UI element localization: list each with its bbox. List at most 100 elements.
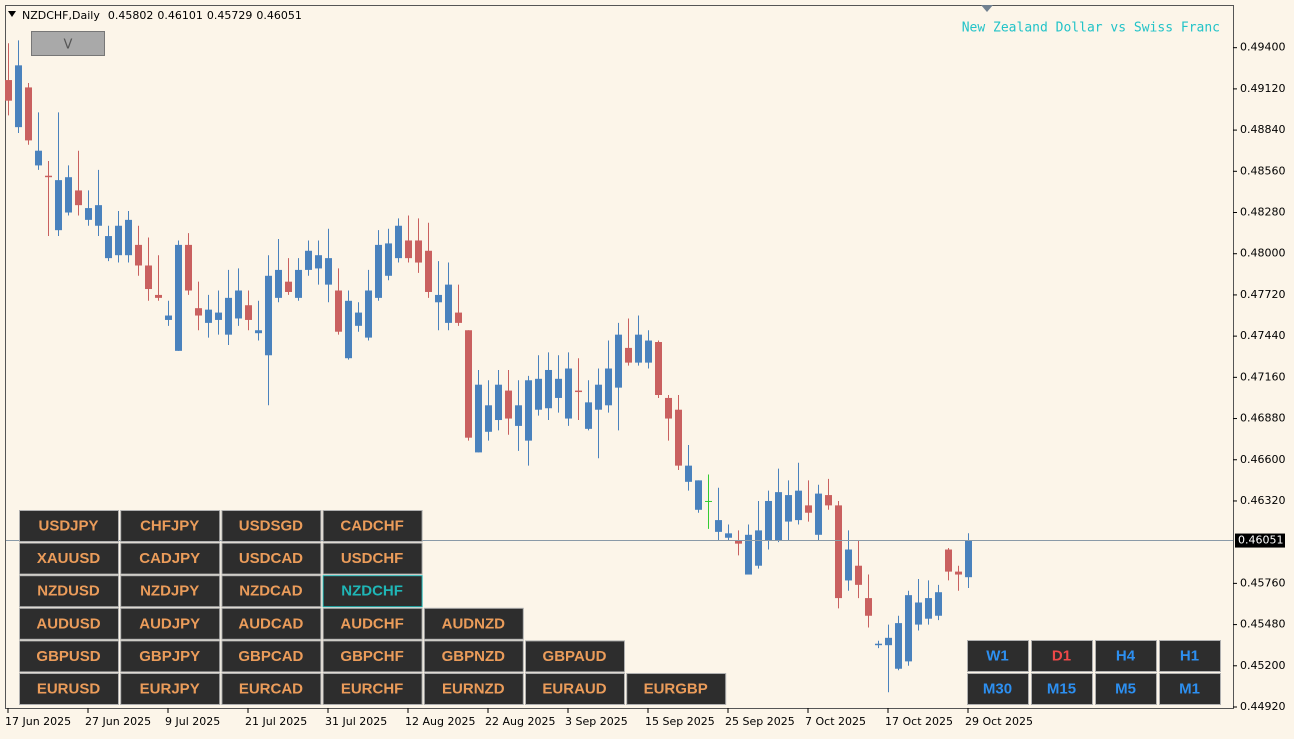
button[interactable]: GBPCAD <box>221 640 322 673</box>
button-label[interactable]: AUDCHF <box>340 615 403 632</box>
button-bg[interactable] <box>19 575 119 608</box>
button-bg[interactable] <box>1159 640 1221 672</box>
button-bg[interactable] <box>221 640 322 673</box>
button[interactable]: H4 <box>1095 640 1157 672</box>
button[interactable]: GBPJPY <box>120 640 221 673</box>
button[interactable]: GBPAUD <box>525 640 625 673</box>
button[interactable]: NZDCAD <box>221 575 322 608</box>
button[interactable]: W1 <box>967 640 1029 672</box>
button[interactable]: USDJPY <box>19 510 119 542</box>
button-bg[interactable] <box>423 607 524 640</box>
button[interactable]: EURGBP <box>626 673 727 705</box>
button-bg[interactable] <box>221 542 322 575</box>
button-bg[interactable] <box>322 640 423 673</box>
button-label[interactable]: XAUUSD <box>37 550 101 567</box>
button-bg[interactable] <box>322 607 423 640</box>
button-label[interactable]: NZDCHF <box>341 583 403 600</box>
button[interactable]: EURCHF <box>322 673 423 705</box>
button[interactable]: USDCAD <box>221 542 322 575</box>
button-label[interactable]: USDCAD <box>239 550 303 567</box>
button-label[interactable]: CADJPY <box>139 550 200 567</box>
button-label[interactable]: NZDUSD <box>37 583 100 600</box>
button[interactable]: GBPCHF <box>322 640 423 673</box>
button-bg[interactable] <box>120 510 221 542</box>
button-bg[interactable] <box>967 673 1029 705</box>
button-label[interactable]: EURCHF <box>341 680 404 697</box>
button[interactable]: NZDCHF <box>322 575 423 608</box>
button-label[interactable]: EURJPY <box>140 680 200 697</box>
button[interactable]: EURUSD <box>19 673 119 705</box>
button-bg[interactable] <box>322 575 423 608</box>
button[interactable]: AUDJPY <box>120 607 221 640</box>
button-label[interactable]: H4 <box>1116 647 1136 664</box>
button-bg[interactable] <box>423 640 524 673</box>
button-bg[interactable] <box>221 673 322 705</box>
button-label[interactable]: USDSGD <box>239 517 303 534</box>
button-label[interactable]: CHFJPY <box>140 517 199 534</box>
button-bg[interactable] <box>120 640 221 673</box>
button[interactable]: D1 <box>1031 640 1093 672</box>
button[interactable]: M1 <box>1159 673 1221 705</box>
button-label[interactable]: EURCAD <box>239 680 303 697</box>
button-bg[interactable] <box>19 607 119 640</box>
button-label[interactable]: M5 <box>1115 680 1136 697</box>
button-label[interactable]: M1 <box>1179 680 1200 697</box>
button-bg[interactable] <box>1031 640 1093 672</box>
button[interactable]: GBPNZD <box>423 640 524 673</box>
button-bg[interactable] <box>1031 673 1093 705</box>
button-label[interactable]: EURUSD <box>37 680 101 697</box>
button-label[interactable]: USDJPY <box>38 517 98 534</box>
button[interactable]: M30 <box>967 673 1029 705</box>
button[interactable]: USDCHF <box>322 542 423 575</box>
button[interactable]: EURAUD <box>525 673 625 705</box>
button-label[interactable]: M30 <box>983 680 1012 697</box>
button-label[interactable]: H1 <box>1180 647 1199 664</box>
toggle-button[interactable]: V <box>31 31 105 56</box>
button-label[interactable]: W1 <box>986 647 1009 664</box>
button-bg[interactable] <box>1095 673 1157 705</box>
button-label[interactable]: GBPJPY <box>139 648 200 665</box>
button-label[interactable]: USDCHF <box>341 550 404 567</box>
button-bg[interactable] <box>120 673 221 705</box>
button-label[interactable]: AUDUSD <box>36 615 100 632</box>
button-bg[interactable] <box>19 673 119 705</box>
button-label[interactable]: EURGBP <box>644 680 708 697</box>
button-label[interactable]: EURAUD <box>542 680 606 697</box>
button-label[interactable]: GBPCAD <box>238 648 303 665</box>
button[interactable]: EURCAD <box>221 673 322 705</box>
button-bg[interactable] <box>1159 673 1221 705</box>
button-label[interactable]: AUDNZD <box>442 615 505 632</box>
button[interactable]: USDSGD <box>221 510 322 542</box>
button-label[interactable]: M15 <box>1047 680 1076 697</box>
button-bg[interactable] <box>322 673 423 705</box>
button-bg[interactable] <box>19 542 119 575</box>
button[interactable]: AUDNZD <box>423 607 524 640</box>
toggle-button-label[interactable]: V <box>64 38 73 53</box>
button-bg[interactable] <box>525 640 625 673</box>
button-label[interactable]: NZDJPY <box>140 583 199 600</box>
button-bg[interactable] <box>322 510 423 542</box>
button[interactable]: EURJPY <box>120 673 221 705</box>
button-bg[interactable] <box>19 640 119 673</box>
button-bg[interactable] <box>1095 640 1157 672</box>
button[interactable]: M15 <box>1031 673 1093 705</box>
button[interactable]: NZDJPY <box>120 575 221 608</box>
button-bg[interactable] <box>221 510 322 542</box>
button-bg[interactable] <box>19 510 119 542</box>
button-bg[interactable] <box>423 673 524 705</box>
button[interactable]: AUDCHF <box>322 607 423 640</box>
button[interactable]: CHFJPY <box>120 510 221 542</box>
button-bg[interactable] <box>120 575 221 608</box>
button-bg[interactable] <box>120 542 221 575</box>
button[interactable]: GBPUSD <box>19 640 119 673</box>
button-label[interactable]: GBPNZD <box>442 648 506 665</box>
button-label[interactable]: NZDCAD <box>239 583 302 600</box>
button[interactable]: AUDUSD <box>19 607 119 640</box>
button-bg[interactable] <box>221 607 322 640</box>
button-bg[interactable] <box>120 607 221 640</box>
button[interactable]: M5 <box>1095 673 1157 705</box>
button[interactable]: EURNZD <box>423 673 524 705</box>
button-label[interactable]: GBPAUD <box>543 648 607 665</box>
button-label[interactable]: GBPCHF <box>340 648 403 665</box>
toggle-button-bg[interactable] <box>31 31 105 56</box>
